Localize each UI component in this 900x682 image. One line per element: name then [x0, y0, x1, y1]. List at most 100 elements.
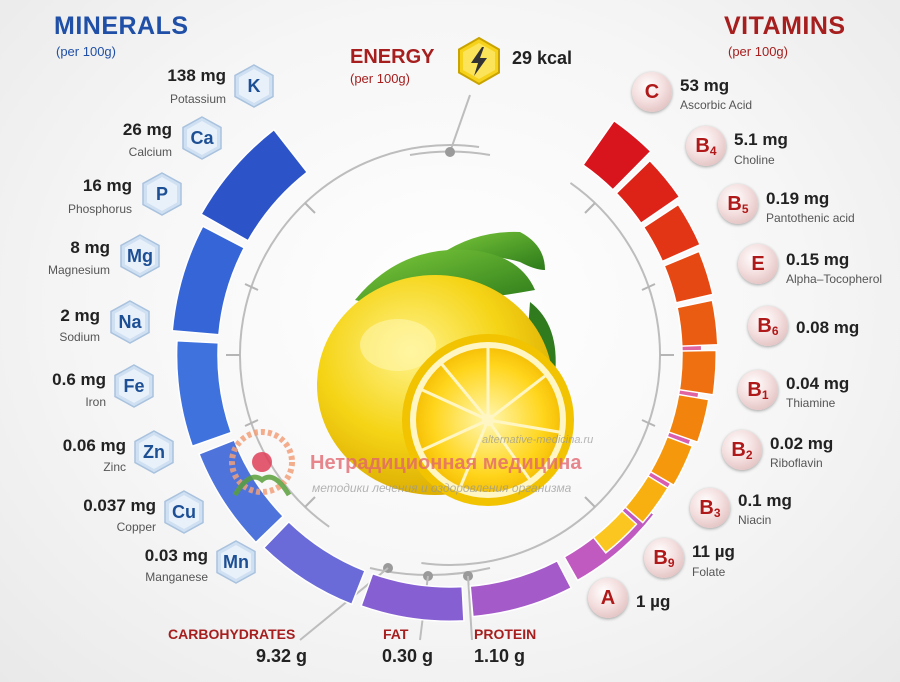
vitamin-letter: B	[757, 315, 772, 337]
vitamin-letter: B	[731, 439, 746, 461]
vitamin-subscript: 9	[667, 556, 675, 570]
vitamin-letter: B	[653, 547, 668, 569]
mineral-badge-mn: Mn	[214, 540, 258, 584]
mineral-amount: 138 mg	[167, 66, 226, 85]
mineral-symbol: Zn	[143, 442, 165, 462]
mineral-name: Copper	[116, 520, 156, 534]
mineral-symbol: Ca	[190, 128, 214, 148]
watermark-tagline: методики лечения и оздоровления организм…	[312, 481, 572, 495]
mineral-symbol: K	[247, 76, 261, 96]
vitamin-name: Alpha–Tocopherol	[786, 272, 883, 286]
vitamin-badge-b4: B4	[686, 126, 726, 166]
minerals-subtitle: (per 100g)	[56, 44, 116, 59]
vitamin-amount: 0.19 mg	[766, 189, 830, 208]
mineral-badge-k: K	[232, 64, 276, 108]
vitamin-letter: C	[644, 81, 660, 103]
carbohydrates-value: 9.32 g	[256, 646, 308, 666]
vitamin-subscript: 2	[745, 448, 753, 462]
protein-label: PROTEIN	[474, 626, 537, 642]
vitamin-badge-b6: B6	[748, 306, 788, 346]
vitamin-badge-e: E	[738, 244, 778, 284]
mineral-name: Magnesium	[47, 263, 110, 277]
vitamin-amount: 0.08 mg	[796, 318, 860, 337]
mineral-name: Potassium	[169, 92, 226, 106]
vitamin-subscript: 5	[741, 202, 749, 216]
mineral-name: Phosphorus	[67, 202, 132, 216]
vitamin-amount: 0.04 mg	[786, 374, 850, 393]
mineral-name: Manganese	[145, 570, 208, 584]
mineral-amount: 0.6 mg	[52, 370, 106, 389]
vitamin-subscript: 3	[713, 506, 721, 520]
vitamin-amount: 0.1 mg	[738, 491, 792, 510]
energy-subtitle: (per 100g)	[350, 71, 410, 86]
vitamin-badge-b3: B3	[690, 488, 730, 528]
vitamin-subscript: 4	[709, 144, 717, 158]
mineral-name: Calcium	[128, 145, 172, 159]
mineral-name: Iron	[85, 395, 106, 409]
vitamins-title: VITAMINS	[724, 12, 846, 40]
vitamin-subscript: 6	[771, 324, 779, 338]
vitamin-name: Pantothenic acid	[766, 211, 855, 225]
mineral-symbol: Mn	[223, 552, 249, 572]
mineral-symbol: Cu	[172, 502, 196, 522]
fat-value: 0.30 g	[382, 646, 434, 666]
vitamin-amount: 53 mg	[680, 76, 730, 95]
carbohydrates-label: CARBOHYDRATES	[168, 626, 296, 642]
mineral-badge-na: Na	[108, 300, 152, 344]
energy-value: 29 kcal	[512, 48, 573, 68]
vitamin-amount: 11 µg	[692, 542, 735, 561]
protein-value: 1.10 g	[474, 646, 526, 666]
vitamin-badge-b5: B5	[718, 184, 758, 224]
vitamin-badge-c: C	[632, 72, 672, 112]
vitamin-name: Thiamine	[786, 396, 836, 410]
lemon-illustration	[317, 231, 574, 506]
vitamin-badge-a: A	[588, 578, 628, 618]
vitamin-letter: A	[600, 587, 616, 609]
fat-label: FAT	[383, 626, 409, 642]
vitamin-badge-b1: B1	[738, 370, 778, 410]
vitamin-name: Niacin	[738, 513, 772, 527]
lightning-icon	[454, 36, 504, 86]
vitamins-arc	[582, 119, 719, 554]
vitamin-letter: E	[751, 253, 765, 275]
mineral-symbol: Mg	[127, 246, 153, 266]
vitamins-subtitle: (per 100g)	[728, 44, 788, 59]
mineral-name: Zinc	[103, 460, 126, 474]
mineral-amount: 2 mg	[60, 306, 100, 325]
mineral-amount: 0.03 mg	[144, 546, 208, 565]
vitamin-amount: 0.02 mg	[770, 434, 834, 453]
watermark-url: alternative-medicina.ru	[482, 434, 594, 446]
vitamin-letter: B	[699, 497, 714, 519]
vitamin-letter: B	[747, 379, 762, 401]
minerals-title: MINERALS	[54, 12, 189, 40]
mineral-symbol: Fe	[123, 376, 145, 396]
mineral-badge-fe: Fe	[112, 364, 156, 408]
vitamin-name: Ascorbic Acid	[680, 98, 753, 112]
mineral-amount: 16 mg	[82, 176, 132, 195]
vitamin-subscript: 1	[761, 388, 769, 402]
mineral-badge-zn: Zn	[132, 430, 176, 474]
vitamin-letter: B	[695, 135, 710, 157]
vitamin-letter: B	[727, 193, 742, 215]
mineral-amount: 8 mg	[70, 238, 110, 257]
mineral-badge-p: P	[140, 172, 184, 216]
vitamin-amount: 5.1 mg	[734, 130, 788, 149]
vitamin-amount: 1 µg	[636, 592, 671, 611]
mineral-badge-ca: Ca	[180, 116, 224, 160]
watermark-title: Нетрадиционная медицина	[310, 452, 582, 474]
vitamin-badge-b2: B2	[722, 430, 762, 470]
watermark-logo	[229, 429, 295, 497]
mineral-amount: 0.037 mg	[83, 496, 156, 515]
energy-title: ENERGY	[350, 46, 435, 68]
vitamin-name: Riboflavin	[770, 456, 823, 470]
vitamin-name: Folate	[692, 565, 726, 579]
vitamin-name: Choline	[734, 153, 775, 167]
mineral-amount: 0.06 mg	[62, 436, 126, 455]
mineral-amount: 26 mg	[122, 120, 172, 139]
mineral-symbol: P	[155, 184, 168, 204]
vitamin-amount: 0.15 mg	[786, 250, 850, 269]
vitamin-badge-b9: B9	[644, 538, 684, 578]
mineral-symbol: Na	[118, 312, 142, 332]
mineral-badge-cu: Cu	[162, 490, 206, 534]
